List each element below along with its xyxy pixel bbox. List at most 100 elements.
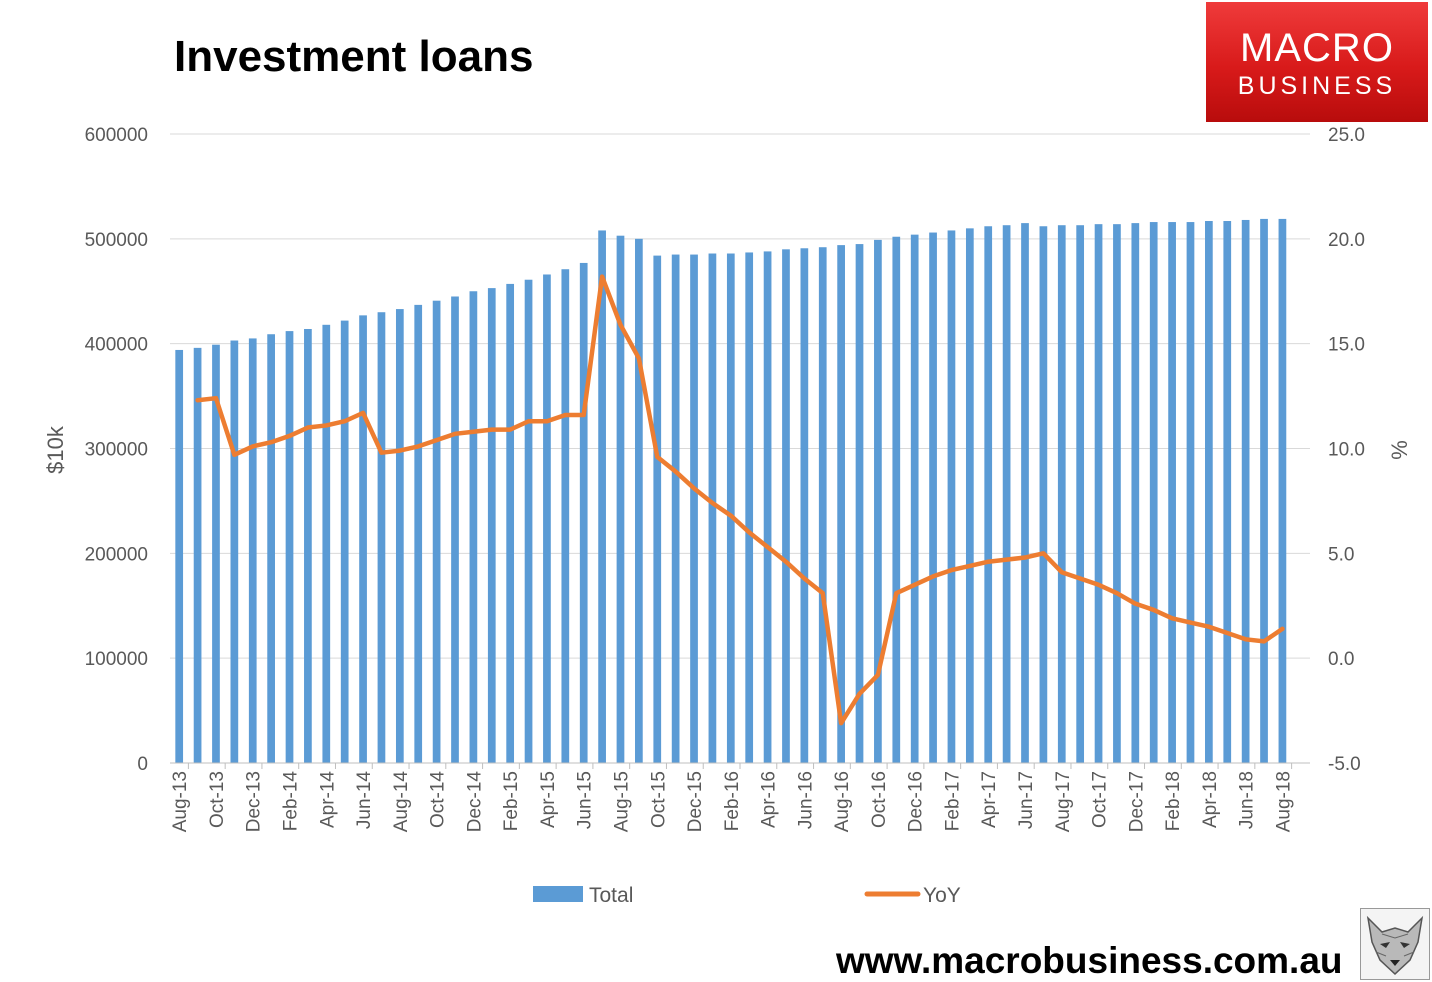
y2-tick-label: 15.0 [1328,335,1365,356]
bar [524,279,533,763]
bar [359,315,367,763]
bar [395,309,404,763]
x-tick-label: Dec-15 [685,771,706,832]
bar [1131,223,1140,764]
bar [763,251,772,763]
x-tick-label: Feb-16 [722,771,743,831]
x-tick-label: Dec-14 [464,771,485,833]
bar [653,255,662,764]
bar [340,320,349,763]
x-tick-label: Jun-14 [354,771,375,830]
x-tick-label: Jun-15 [575,771,596,829]
y2-tick-label: 10.0 [1328,440,1365,461]
y2-tick-label: 5.0 [1328,544,1354,565]
bar [432,300,441,763]
x-tick-label: Apr-18 [1200,771,1221,828]
y2-tick-label: -5.0 [1328,754,1361,775]
bar [800,248,809,763]
bar [708,253,717,763]
bar [1186,222,1195,763]
y2-tick-label: 0.0 [1328,649,1354,670]
bar [635,238,643,763]
x-tick-label: Aug-13 [170,771,191,832]
bar [451,296,459,763]
x-tick-label: Apr-17 [979,771,1000,828]
bar [616,235,625,763]
y-tick-label: 300000 [85,440,148,461]
x-tick-label: Dec-13 [244,771,265,832]
x-tick-label: Apr-14 [317,771,338,828]
x-tick-label: Oct-16 [869,771,890,828]
brand-logo-line2: BUSINESS [1237,72,1397,100]
y-tick-label: 100000 [85,649,148,670]
bar [561,269,570,763]
bar [579,262,588,763]
bar [855,244,864,763]
bar [175,349,184,763]
bar [1260,218,1268,763]
yoy-line [195,274,1285,726]
bar [1205,221,1213,763]
x-tick-label: Aug-18 [1273,771,1294,832]
bar [248,338,257,763]
x-tick-label: Aug-14 [391,771,412,833]
x-tick-label: Dec-16 [906,771,927,832]
y-tick-label: 200000 [85,544,148,565]
y-tick-label: 0 [137,754,148,775]
x-tick-label: Dec-17 [1126,771,1147,832]
bar [690,254,698,763]
bar [543,274,551,763]
bar [1002,225,1011,763]
bar [212,344,220,763]
x-tick-label: Aug-16 [832,771,853,832]
bar [1076,225,1085,763]
bar [671,254,680,763]
bar [1057,225,1066,763]
bar [506,283,515,763]
bar [984,226,993,763]
bar [322,324,331,763]
x-tick-label: Aug-15 [612,771,633,832]
bar [487,288,496,763]
brand-logo-line1: MACRO [1240,26,1394,70]
bar-series-total [175,218,1287,764]
bar [598,230,606,763]
line-series-yoy [195,274,1285,726]
x-tick-label: Aug-17 [1053,771,1074,832]
bar [1094,224,1103,763]
wolf-head-icon [1360,908,1430,980]
legend-swatch-total [533,886,583,902]
x-tick-label: Apr-15 [538,771,559,828]
bar [285,331,294,763]
axes: 0 100000 200000 300000 400000 500000 600000 -5.… [43,125,1412,832]
bar [874,239,882,763]
bar [1278,218,1287,763]
y2-tick-label: 20.0 [1328,230,1365,251]
bar [892,236,901,764]
x-tick-label: Feb-18 [1163,771,1184,831]
bar [929,232,937,764]
bar [947,230,956,763]
bar [414,304,423,763]
bar [230,340,239,763]
y-axis-title: $10k [43,425,68,474]
bar [745,252,754,763]
bar [469,291,478,763]
x-tick-label: Jun-18 [1237,771,1258,829]
bar [1223,221,1232,763]
bar [1149,222,1158,763]
y-tick-label: 600000 [85,125,148,146]
x-tick-label: Oct-14 [428,771,449,828]
y-tick-label: 400000 [85,335,148,356]
bar [910,234,919,763]
y2-tick-label: 25.0 [1328,125,1365,146]
bar [965,228,974,764]
y-tick-label: 500000 [85,230,148,251]
y2-axis-title: % [1387,440,1412,460]
x-tick-label: Oct-15 [648,771,669,828]
brand-logo: MACRO BUSINESS [1206,2,1428,122]
website-url: www.macrobusiness.com.au [836,940,1343,981]
legend: Total YoY [533,884,961,907]
